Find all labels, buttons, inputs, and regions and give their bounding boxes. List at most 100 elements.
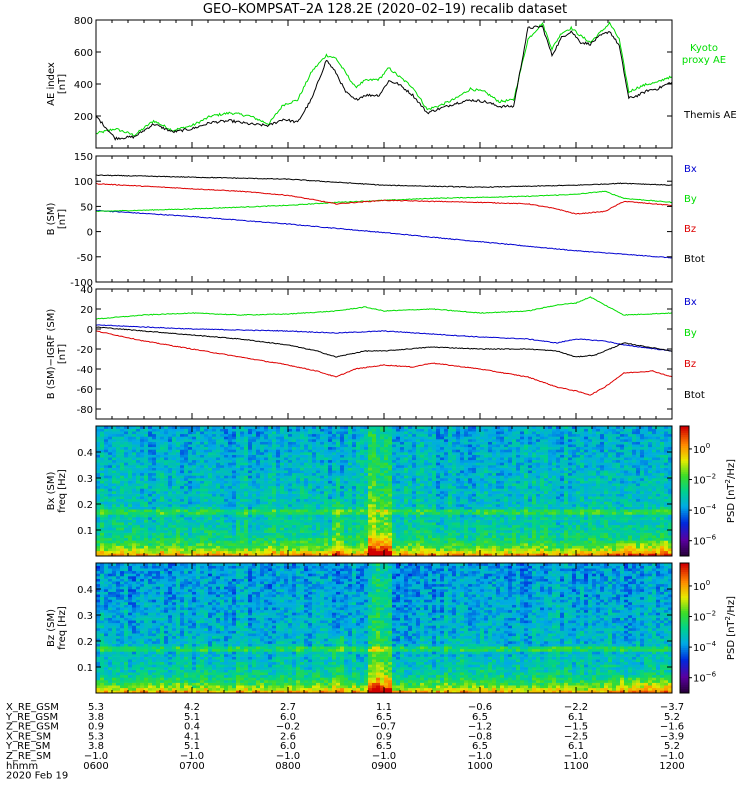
spectrogram-cell bbox=[348, 441, 353, 445]
spectrogram-cell bbox=[288, 509, 293, 513]
spectrogram-cell bbox=[364, 511, 369, 515]
spectrogram-cell bbox=[252, 462, 257, 466]
spectrogram-cell bbox=[116, 530, 121, 533]
spectrogram-cell bbox=[400, 514, 405, 518]
panel-db-ytick-label: 20 bbox=[80, 305, 93, 316]
spectrogram-cell bbox=[376, 545, 381, 549]
spectrogram-cell bbox=[136, 488, 141, 492]
spectrogram-cell bbox=[188, 498, 193, 502]
spectrogram-cell bbox=[212, 449, 217, 453]
spectrogram-cell bbox=[244, 475, 249, 479]
spectrogram-cell bbox=[344, 514, 349, 518]
spectrogram-cell bbox=[456, 488, 461, 492]
spectrogram-cell bbox=[432, 483, 437, 487]
spectrogram-cell bbox=[468, 537, 473, 541]
spectrogram-cell bbox=[184, 493, 189, 497]
spectrogram-cell bbox=[144, 462, 149, 466]
spectrogram-cell bbox=[188, 511, 193, 515]
spectrogram-cell bbox=[444, 545, 449, 549]
spectrogram-cell bbox=[388, 446, 393, 450]
spectrogram-cell bbox=[300, 431, 305, 435]
spectrogram-cell bbox=[240, 540, 245, 544]
spectrogram-cell bbox=[292, 457, 297, 461]
spectrogram-cell bbox=[380, 543, 385, 546]
spectrogram-cell bbox=[352, 506, 357, 510]
spectrogram-cell bbox=[128, 462, 133, 466]
spectrogram-cell bbox=[244, 509, 249, 513]
spectrogram-cell bbox=[316, 548, 321, 552]
spectrogram-cell bbox=[424, 493, 429, 497]
spectrogram-cell bbox=[380, 441, 385, 445]
spectrogram-cell bbox=[248, 496, 253, 500]
spectrogram-cell bbox=[384, 478, 389, 481]
spectrogram-cell bbox=[184, 504, 189, 507]
spectrogram-cell bbox=[172, 452, 177, 455]
spectrogram-cell bbox=[156, 465, 161, 468]
spectrogram-cell bbox=[244, 457, 249, 461]
spectrogram-cell bbox=[348, 454, 353, 458]
spectrogram-cell bbox=[260, 493, 265, 497]
spectrogram-cell bbox=[292, 436, 297, 440]
spectrogram-cell bbox=[304, 532, 309, 536]
spectrogram-cell bbox=[348, 436, 353, 440]
spectrogram-cell bbox=[152, 511, 157, 515]
spectrogram-cell bbox=[112, 524, 117, 528]
spectrogram-cell bbox=[416, 431, 421, 435]
spectrogram-cell bbox=[296, 428, 301, 432]
spectrogram-cell bbox=[164, 524, 169, 528]
spectrogram-cell bbox=[392, 480, 397, 484]
spectrogram-cell bbox=[356, 446, 361, 450]
spectrogram-cell bbox=[452, 465, 457, 468]
spectrogram-cell bbox=[152, 480, 157, 484]
spectrogram-cell bbox=[204, 522, 209, 526]
spectrogram-cell bbox=[416, 462, 421, 466]
spectrogram-cell bbox=[324, 491, 329, 494]
spectrogram-cell bbox=[104, 475, 109, 479]
spectrogram-cell bbox=[456, 545, 461, 549]
spectrogram-cell bbox=[156, 532, 161, 536]
spectrogram-cell bbox=[336, 478, 341, 481]
spectrogram-cell bbox=[212, 485, 217, 489]
spectrogram-cell bbox=[156, 431, 161, 435]
spectrogram-cell bbox=[132, 439, 137, 442]
spectrogram-cell bbox=[424, 488, 429, 492]
spectrogram-cell bbox=[396, 501, 401, 505]
spectrogram-cell bbox=[104, 498, 109, 502]
spectrogram-cell bbox=[108, 433, 113, 437]
spectrogram-cell bbox=[276, 519, 281, 523]
spectrogram-cell bbox=[188, 519, 193, 523]
spectrogram-cell bbox=[108, 431, 113, 435]
spectrogram-cell bbox=[248, 517, 253, 520]
spectrogram-cell bbox=[164, 543, 169, 546]
spectrogram-cell bbox=[456, 441, 461, 445]
spectrogram-cell bbox=[268, 514, 273, 518]
spectrogram-cell bbox=[424, 527, 429, 531]
spectrogram-cell bbox=[124, 449, 129, 453]
spectrogram-cell bbox=[400, 501, 405, 505]
spectrogram-cell bbox=[312, 452, 317, 455]
spectrogram-cell bbox=[188, 436, 193, 440]
spectrogram-cell bbox=[224, 441, 229, 445]
spectrogram-cell bbox=[324, 436, 329, 440]
spectrogram-cell bbox=[180, 431, 185, 435]
spectrogram-cell bbox=[276, 522, 281, 526]
spectrogram-cell bbox=[240, 436, 245, 440]
spectrogram-cell bbox=[400, 504, 405, 507]
spectrogram-cell bbox=[292, 446, 297, 450]
spectrogram-cell bbox=[192, 514, 197, 518]
spectrogram-cell bbox=[116, 449, 121, 453]
spectrogram-cell bbox=[456, 530, 461, 533]
spectrogram-cell bbox=[120, 514, 125, 518]
spectrogram-cell bbox=[248, 545, 253, 549]
spectrogram-cell bbox=[244, 543, 249, 546]
spectrogram-cell bbox=[200, 483, 205, 487]
spectrogram-cell bbox=[160, 462, 165, 466]
spectrogram-cell bbox=[332, 465, 337, 468]
spectrogram-cell bbox=[132, 550, 137, 554]
spectrogram-cell bbox=[192, 439, 197, 442]
spectrogram-cell bbox=[388, 514, 393, 518]
spectrogram-cell bbox=[304, 506, 309, 510]
spectrogram-cell bbox=[344, 428, 349, 432]
spectrogram-cell bbox=[416, 504, 421, 507]
